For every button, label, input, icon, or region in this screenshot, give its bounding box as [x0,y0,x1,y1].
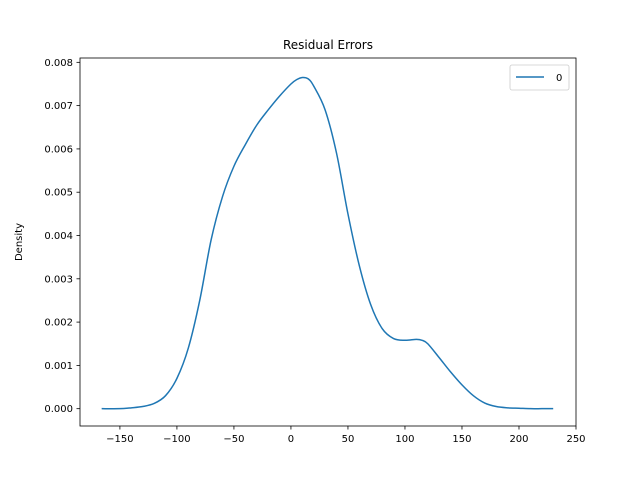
y-tick-label: 0.003 [44,274,73,285]
series-line [101,76,554,410]
y-tick-label: 0.004 [44,231,73,242]
y-tick-label: 0.008 [44,58,73,69]
plot-area [80,58,576,426]
chart-title: Residual Errors [283,38,373,52]
y-axis: 0.000 0.001 0.002 0.003 0.004 0.005 0.006 0.007… [44,58,80,415]
x-tick-label: 100 [395,434,414,445]
y-tick-label: 0.006 [44,144,73,155]
x-axis: −150 −100 −50 0 50 100 150 200 250 [106,426,586,445]
y-axis-label: Density [14,223,25,261]
x-tick-label: −150 [106,434,133,445]
x-tick-label: 50 [342,434,355,445]
y-tick-label: 0.002 [44,318,73,329]
y-tick-label: 0.005 [44,188,73,199]
x-tick-label: 0 [288,434,294,445]
x-tick-label: −50 [223,434,244,445]
y-tick-label: 0.001 [44,361,73,372]
y-tick-label: 0.000 [44,404,73,415]
y-tick-label: 0.007 [44,101,73,112]
x-tick-label: 150 [452,434,471,445]
x-tick-label: −100 [163,434,190,445]
x-tick-label: 200 [509,434,528,445]
legend: 0 [509,64,570,91]
plot-frame [79,57,577,427]
x-tick-label: 250 [566,434,585,445]
legend-entry-label: 0 [556,73,562,84]
